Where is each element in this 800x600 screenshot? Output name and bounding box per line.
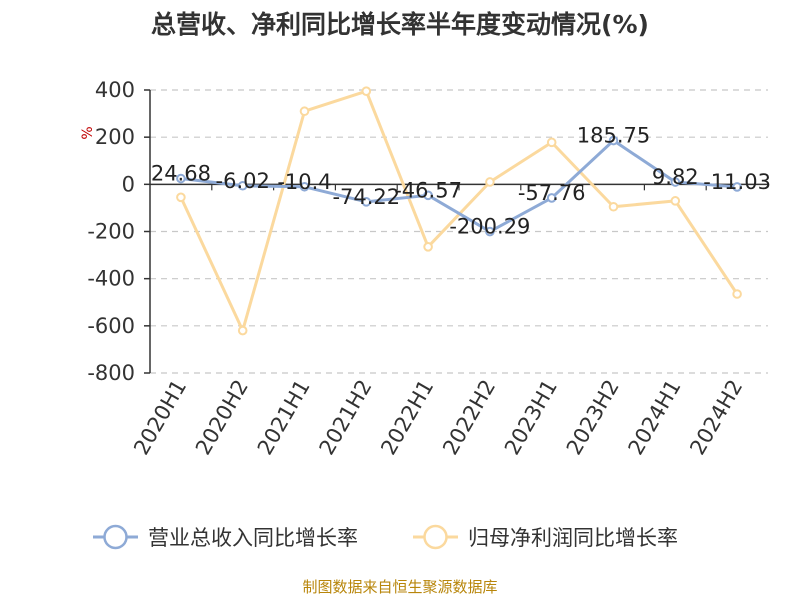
x-tick-label: 2023H2 [562, 376, 624, 460]
data-point[interactable] [670, 177, 681, 187]
data-point[interactable] [176, 173, 186, 184]
data-point[interactable] [299, 106, 310, 117]
y-axis-unit: % [80, 126, 96, 139]
legend-item-1[interactable]: 归母净利润同比增长率 [413, 524, 678, 550]
y-tick-label: -200 [87, 220, 135, 244]
data-point[interactable] [670, 196, 681, 206]
data-label: -74.22 [332, 185, 400, 209]
x-tick-label: 2022H2 [438, 376, 500, 460]
data-point[interactable] [361, 197, 372, 207]
data-point[interactable] [361, 86, 372, 96]
data-point[interactable] [176, 192, 186, 203]
y-tick-label: -400 [87, 267, 135, 291]
legend-marker [423, 524, 448, 550]
data-point[interactable] [237, 325, 248, 336]
data-label: -200.29 [449, 215, 530, 239]
data-point[interactable] [546, 137, 557, 148]
data-point[interactable] [485, 226, 495, 237]
series-line-1 [179, 89, 739, 333]
x-tick-label: 2021H2 [315, 376, 377, 460]
x-tick-label: 2024H2 [685, 376, 747, 460]
data-point[interactable] [423, 242, 433, 252]
x-tick-label: 2020H1 [129, 376, 191, 460]
series-line-0 [180, 139, 738, 234]
legend-label: 归母净利润同比增长率 [468, 526, 678, 550]
y-tick-label: 0 [122, 172, 135, 196]
y-tick-label: 400 [95, 78, 135, 102]
x-tick-label: 2022H1 [376, 375, 438, 459]
data-label: -6.02 [216, 169, 270, 193]
x-tick-label: 2020H2 [191, 376, 253, 460]
data-point[interactable] [732, 289, 742, 299]
data-point[interactable] [608, 135, 619, 146]
data-label: -11.03 [703, 170, 771, 194]
data-point[interactable] [732, 182, 742, 192]
data-label: -10.4 [277, 170, 331, 194]
legend-label: 营业总收入同比增长率 [148, 526, 358, 550]
data-label: 185.75 [577, 124, 650, 148]
data-point[interactable] [485, 177, 495, 187]
y-tick-label: -600 [87, 314, 135, 338]
legend-marker [103, 524, 128, 550]
y-tick-label: -800 [87, 361, 135, 385]
data-point[interactable] [546, 193, 557, 203]
chart-title: 总营收、净利同比增长率半年度变动情况(%) [151, 10, 649, 39]
y-axis: 400 200 0 -200 -400 -600 -800 [87, 78, 151, 385]
legend-item-0[interactable]: 营业总收入同比增长率 [93, 524, 358, 550]
data-label: -46.57 [394, 178, 462, 202]
data-point[interactable] [423, 190, 433, 201]
data-point[interactable] [608, 201, 619, 212]
grid [150, 89, 768, 374]
y-tick-label: 200 [95, 125, 135, 149]
data-label: 24.68 [151, 162, 211, 186]
data-label: -57.76 [518, 181, 586, 205]
series-group: 24.68 -6.02 -10.4-74.22-46.57 -200.29 -57.76… [151, 86, 771, 336]
x-tick-label: 2024H1 [624, 376, 686, 460]
x-tick-label: 2023H1 [500, 376, 562, 460]
data-label: 9.82 [652, 165, 699, 189]
data-source-note: 制图数据来自恒生聚源数据库 [302, 578, 497, 596]
x-tick-label: 2021H1 [253, 376, 315, 460]
data-point[interactable] [299, 181, 310, 192]
legend[interactable]: 营业总收入同比增长率 归母净利润同比增长率 [93, 524, 678, 550]
data-point[interactable] [237, 180, 248, 191]
